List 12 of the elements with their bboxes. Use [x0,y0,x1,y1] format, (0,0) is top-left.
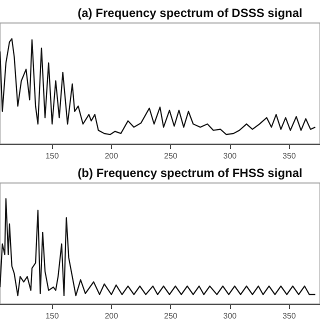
x-tick-label: 250 [164,152,178,160]
x-tick-label: 150 [45,152,60,160]
x-tick-label: 350 [282,312,296,320]
x-tick-label: 300 [223,152,238,160]
x-tick-label: 300 [223,312,238,320]
x-tick-label: 200 [104,152,119,160]
x-tick-label: 350 [282,152,296,160]
chart-title: (b) Frequency spectrum of FHSS signal [78,166,302,180]
chart-title: (a) Frequency spectrum of DSSS signal [78,6,302,20]
x-tick-label: 250 [164,312,178,320]
x-tick-label: 150 [45,312,60,320]
x-tick-label: 200 [104,312,119,320]
